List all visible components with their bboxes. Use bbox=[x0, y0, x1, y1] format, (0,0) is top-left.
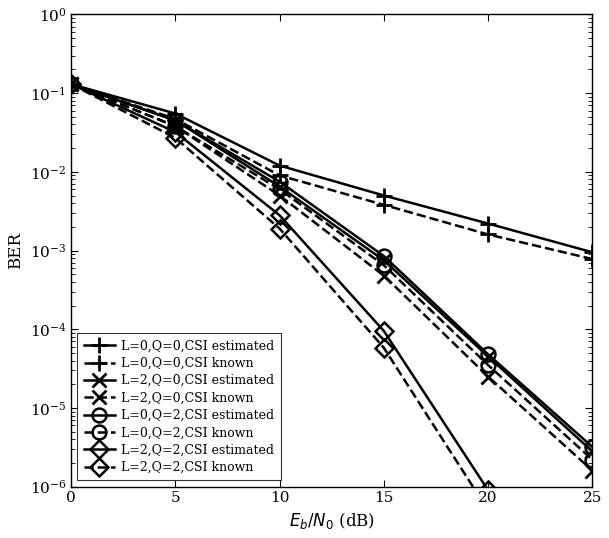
Line: L=0,Q=2,CSI estimated: L=0,Q=2,CSI estimated bbox=[64, 77, 599, 454]
L=2,Q=0,CSI estimated bbox=[484, 353, 491, 360]
L=0,Q=0,CSI estimated bbox=[484, 221, 491, 227]
L=2,Q=0,CSI known bbox=[172, 123, 179, 130]
Line: L=2,Q=0,CSI known: L=2,Q=0,CSI known bbox=[64, 77, 599, 478]
L=2,Q=2,CSI known bbox=[172, 134, 179, 141]
L=2,Q=0,CSI known bbox=[68, 81, 75, 87]
Line: L=0,Q=0,CSI estimated: L=0,Q=0,CSI estimated bbox=[63, 76, 600, 260]
L=2,Q=2,CSI estimated bbox=[380, 328, 387, 334]
L=2,Q=0,CSI known bbox=[380, 272, 387, 279]
L=2,Q=0,CSI known bbox=[276, 192, 283, 199]
L=2,Q=2,CSI estimated bbox=[484, 487, 491, 493]
L=0,Q=0,CSI known bbox=[68, 81, 75, 87]
L=2,Q=2,CSI estimated bbox=[172, 129, 179, 135]
L=0,Q=2,CSI known bbox=[68, 81, 75, 87]
L=2,Q=0,CSI known bbox=[484, 373, 491, 380]
L=2,Q=0,CSI estimated bbox=[380, 257, 387, 264]
L=0,Q=0,CSI known bbox=[172, 116, 179, 122]
L=0,Q=0,CSI known bbox=[380, 202, 387, 208]
Line: L=2,Q=0,CSI estimated: L=2,Q=0,CSI estimated bbox=[64, 77, 599, 458]
L=0,Q=0,CSI estimated bbox=[380, 192, 387, 199]
Line: L=0,Q=0,CSI known: L=0,Q=0,CSI known bbox=[63, 76, 600, 267]
L=0,Q=2,CSI estimated bbox=[484, 351, 491, 358]
L=0,Q=0,CSI known bbox=[484, 231, 491, 238]
L=2,Q=0,CSI estimated bbox=[589, 448, 596, 455]
L=0,Q=2,CSI known bbox=[589, 456, 596, 463]
L=2,Q=2,CSI known bbox=[276, 225, 283, 232]
L=0,Q=2,CSI known bbox=[380, 262, 387, 268]
L=0,Q=2,CSI estimated bbox=[172, 117, 179, 124]
L=0,Q=0,CSI estimated bbox=[68, 81, 75, 87]
L=2,Q=2,CSI known bbox=[380, 345, 387, 351]
L=0,Q=2,CSI estimated bbox=[276, 179, 283, 185]
L=0,Q=2,CSI known bbox=[484, 362, 491, 369]
L=0,Q=0,CSI estimated bbox=[589, 249, 596, 256]
L=2,Q=2,CSI known bbox=[484, 507, 491, 514]
X-axis label: $E_b/N_0$ (dB): $E_b/N_0$ (dB) bbox=[289, 511, 375, 531]
L=2,Q=0,CSI estimated bbox=[172, 117, 179, 124]
L=0,Q=2,CSI estimated bbox=[68, 81, 75, 87]
L=0,Q=0,CSI known bbox=[589, 256, 596, 262]
Legend: L=0,Q=0,CSI estimated, L=0,Q=0,CSI known, L=2,Q=0,CSI estimated, L=2,Q=0,CSI kno: L=0,Q=0,CSI estimated, L=0,Q=0,CSI known… bbox=[77, 333, 281, 480]
L=0,Q=0,CSI estimated bbox=[276, 162, 283, 169]
Line: L=2,Q=2,CSI estimated: L=2,Q=2,CSI estimated bbox=[65, 78, 599, 538]
L=0,Q=2,CSI estimated bbox=[589, 444, 596, 450]
L=2,Q=2,CSI known bbox=[68, 81, 75, 87]
L=0,Q=0,CSI known bbox=[276, 172, 283, 179]
Line: L=0,Q=2,CSI known: L=0,Q=2,CSI known bbox=[64, 77, 599, 466]
L=2,Q=2,CSI estimated bbox=[68, 81, 75, 87]
L=2,Q=0,CSI known bbox=[589, 468, 596, 474]
Y-axis label: BER: BER bbox=[7, 232, 24, 269]
L=2,Q=0,CSI estimated bbox=[68, 81, 75, 87]
L=0,Q=2,CSI known bbox=[172, 123, 179, 130]
Line: L=2,Q=2,CSI known: L=2,Q=2,CSI known bbox=[65, 78, 599, 538]
L=2,Q=2,CSI estimated bbox=[276, 212, 283, 218]
L=2,Q=0,CSI estimated bbox=[276, 183, 283, 190]
L=0,Q=0,CSI estimated bbox=[172, 110, 179, 117]
L=0,Q=2,CSI known bbox=[276, 186, 283, 193]
L=0,Q=2,CSI estimated bbox=[380, 253, 387, 259]
